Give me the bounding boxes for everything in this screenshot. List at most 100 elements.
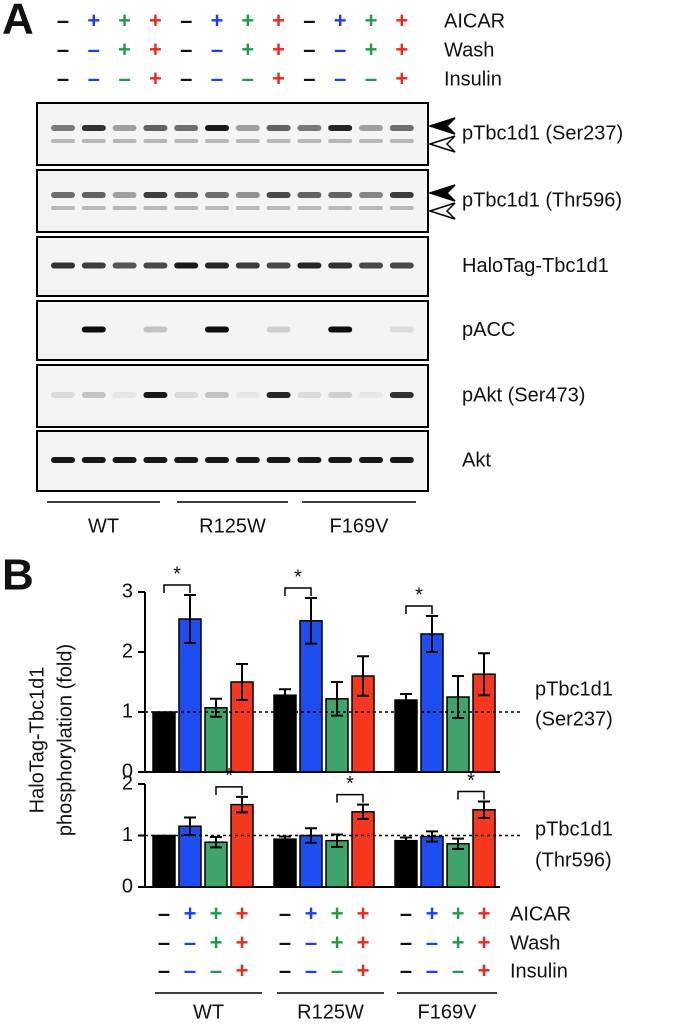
- condition-sign: –: [400, 901, 412, 926]
- condition-sign: –: [400, 958, 412, 983]
- blot-band: [112, 139, 137, 143]
- blot-band: [205, 139, 229, 143]
- condition-sign: +: [331, 901, 344, 926]
- condition-sign: +: [236, 958, 249, 983]
- condition-sign: +: [478, 901, 491, 926]
- condition-sign: –: [118, 66, 130, 91]
- group-label: WT: [193, 1001, 224, 1023]
- series-label: pTbc1d1: [535, 678, 613, 700]
- condition-sign: –: [426, 958, 438, 983]
- blot-band: [359, 192, 383, 198]
- y-axis-label: HaloTag-Tbc1d1: [26, 667, 48, 814]
- condition-sign: +: [365, 37, 378, 62]
- condition-sign: –: [57, 8, 69, 33]
- blot-band: [81, 206, 106, 210]
- error-bar: [279, 835, 291, 843]
- condition-label: AICAR: [444, 10, 505, 32]
- blot-band: [143, 326, 168, 333]
- blot-band: [266, 206, 291, 210]
- condition-sign: +: [210, 930, 223, 955]
- y-tick-label: 2: [122, 772, 133, 794]
- blot-band: [112, 192, 137, 198]
- condition-label: Insulin: [510, 960, 568, 982]
- condition-sign: –: [303, 66, 315, 91]
- blot-band: [174, 206, 199, 210]
- blot-band: [81, 457, 106, 463]
- blot-band: [297, 139, 322, 143]
- blot-band: [389, 206, 414, 210]
- blot-band: [389, 192, 414, 198]
- significance-bracket: [284, 587, 312, 596]
- condition-label: Wash: [510, 932, 560, 954]
- condition-sign: +: [395, 37, 408, 62]
- blot-frame: [36, 364, 429, 428]
- condition-sign: +: [395, 8, 408, 33]
- blot-band: [205, 206, 229, 210]
- blot-band: [51, 125, 75, 131]
- condition-sign: +: [365, 8, 378, 33]
- blot-band: [328, 139, 353, 143]
- condition-sign: +: [236, 901, 249, 926]
- bar: [152, 711, 176, 773]
- condition-sign: –: [279, 958, 291, 983]
- band-arrows: [427, 117, 456, 220]
- blot-band: [359, 125, 383, 131]
- blot-band: [51, 392, 75, 398]
- blot-band: [235, 192, 260, 198]
- blot-band: [81, 125, 106, 131]
- group-label: R125W: [199, 515, 266, 537]
- blot-band: [389, 457, 414, 463]
- bar: [230, 803, 254, 888]
- condition-sign: –: [180, 66, 192, 91]
- error-bar: [236, 795, 248, 814]
- condition-sign: +: [149, 66, 162, 91]
- blot-band: [81, 262, 106, 269]
- blot-band: [174, 125, 199, 131]
- condition-sign: +: [241, 37, 254, 62]
- bar: [273, 838, 297, 888]
- blot-band: [328, 125, 353, 131]
- condition-sign: +: [357, 901, 370, 926]
- blot-band: [51, 192, 75, 198]
- condition-sign: +: [452, 901, 465, 926]
- blot-band: [174, 139, 199, 143]
- blot-frame: [36, 102, 429, 166]
- condition-sign: +: [334, 8, 347, 33]
- condition-sign: +: [305, 901, 318, 926]
- condition-sign: +: [118, 37, 131, 62]
- blot-band: [297, 192, 322, 198]
- blot-band: [143, 206, 168, 210]
- blot-band: [174, 457, 199, 463]
- bar: [420, 633, 444, 773]
- blot-band: [297, 262, 322, 269]
- condition-sign: –: [180, 8, 192, 33]
- blot-band: [174, 392, 199, 398]
- series-label: (Ser237): [535, 708, 613, 730]
- condition-sign: +: [478, 930, 491, 955]
- error-bar: [305, 827, 317, 844]
- condition-sign: –: [426, 930, 438, 955]
- blot-band: [205, 262, 229, 269]
- blot-band: [266, 262, 291, 269]
- error-bar: [452, 675, 464, 719]
- bar: [394, 699, 418, 773]
- condition-label: Wash: [444, 39, 494, 61]
- significance-label: *: [294, 566, 302, 588]
- condition-sign: +: [272, 37, 285, 62]
- bar: [204, 841, 228, 888]
- significance-label: *: [225, 765, 233, 787]
- condition-sign: +: [426, 901, 439, 926]
- blot-band: [235, 457, 260, 463]
- significance-label: *: [415, 584, 423, 606]
- error-bar: [400, 836, 412, 845]
- condition-sign: –: [211, 37, 223, 62]
- significance-label: *: [467, 770, 475, 792]
- error-bar: [400, 693, 412, 707]
- blot-band: [389, 125, 414, 131]
- blot-band: [81, 326, 106, 333]
- blot-band: [81, 192, 106, 198]
- condition-sign: –: [211, 66, 223, 91]
- blot-band: [112, 457, 137, 463]
- blot-band: [143, 192, 168, 198]
- blot-label: pTbc1d1 (Ser237): [462, 122, 623, 144]
